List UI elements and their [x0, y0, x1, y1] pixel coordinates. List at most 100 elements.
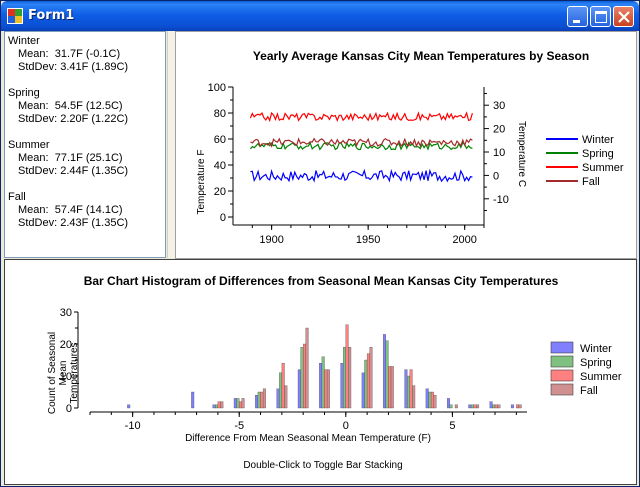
- y-tick-label: 0: [66, 403, 72, 415]
- stddev-row: StdDev: 2.44F (1.35C): [8, 165, 165, 178]
- histogram-chart: Bar Chart Histogram of Differences from …: [47, 274, 622, 471]
- chart-title: Yearly Average Kansas City Mean Temperat…: [253, 49, 589, 63]
- bar-winter: [191, 391, 195, 409]
- bar-summer: [473, 404, 477, 409]
- season-name: Fall: [8, 191, 26, 203]
- stats-listbox[interactable]: Winter Mean: 31.7F (-0.1C) StdDev: 3.41F…: [4, 31, 166, 258]
- bar-fall: [497, 404, 501, 409]
- stddev-label: StdDev:: [18, 61, 58, 73]
- splitter-bar[interactable]: [167, 31, 175, 258]
- bar-winter: [361, 372, 365, 409]
- y-axis-label-2: Mean: [58, 360, 69, 385]
- y-tick-label: 40: [214, 160, 226, 172]
- axes: 0 10 20 30 -10 -5 0 5: [60, 307, 527, 432]
- legend-swatch-summer: [550, 369, 574, 382]
- legend-swatch-fall: [550, 383, 574, 396]
- bar-winter: [383, 334, 386, 409]
- legend-label-fall: Fall: [582, 176, 600, 188]
- x-axis-label: Difference From Mean Seasonal Mean Tempe…: [185, 433, 431, 444]
- mean-label: Mean:: [18, 204, 49, 216]
- bar-summer: [345, 324, 349, 409]
- mean-row: Mean: 54.5F (12.5C): [8, 100, 165, 113]
- stddev-value: 2.44F (1.35C): [60, 165, 129, 177]
- legend-label-summer: Summer: [580, 371, 622, 383]
- mean-row: Mean: 57.4F (14.1C): [8, 204, 165, 217]
- bar-spring: [385, 340, 389, 409]
- mean-label: Mean:: [18, 48, 49, 60]
- plot-area: [249, 111, 473, 183]
- stats-group-summer: Summer Mean: 77.1F (25.1C) StdDev: 2.44F…: [8, 139, 165, 178]
- mean-label: Mean:: [18, 100, 49, 112]
- bar-spring: [407, 375, 410, 409]
- y2-tick-label: -10: [493, 194, 509, 206]
- title-bar[interactable]: Form1: [1, 1, 639, 31]
- stats-group-spring: Spring Mean: 54.5F (12.5C) StdDev: 2.20F…: [8, 87, 165, 126]
- season-name: Summer: [8, 139, 50, 151]
- season-name: Winter: [8, 35, 40, 47]
- x-tick-label: 1900: [259, 234, 283, 246]
- line-chart-panel[interactable]: Yearly Average Kansas City Mean Temperat…: [175, 31, 637, 259]
- bar-summer: [430, 391, 434, 409]
- stddev-value: 2.43F (1.35C): [60, 217, 129, 229]
- maximize-button[interactable]: [590, 6, 611, 27]
- x-tick-label: 2000: [452, 234, 476, 246]
- bar-winter: [447, 398, 450, 409]
- stddev-value: 3.41F (1.89C): [60, 61, 129, 73]
- close-button[interactable]: [613, 6, 634, 27]
- bar-fall: [369, 347, 373, 409]
- mean-value: 31.7F (-0.1C): [54, 48, 121, 60]
- season-name: Spring: [8, 87, 40, 99]
- bar-fall: [241, 398, 245, 409]
- y-axis-label-3: Temperatures: [69, 342, 80, 403]
- y-tick-label: 20: [214, 186, 226, 198]
- y-tick-label: 100: [208, 82, 226, 94]
- bar-spring: [300, 347, 304, 409]
- bar-spring: [321, 356, 325, 409]
- legend-swatch-spring: [550, 355, 574, 368]
- y-tick-label: 0: [220, 212, 226, 224]
- x-tick-label: -10: [125, 420, 141, 432]
- y2-tick-label: 10: [493, 147, 505, 159]
- y2-axis-label: Temperature C: [516, 121, 527, 187]
- bar-winter: [319, 363, 323, 409]
- y-tick-label: 80: [214, 108, 226, 120]
- bar-spring: [428, 391, 432, 409]
- mean-row: Mean: 77.1F (25.1C): [8, 152, 165, 165]
- minimize-icon: [573, 20, 580, 23]
- bar-fall: [433, 395, 437, 409]
- stats-group-winter: Winter Mean: 31.7F (-0.1C) StdDev: 3.41F…: [8, 35, 165, 74]
- stddev-row: StdDev: 2.20F (1.22C): [8, 113, 165, 126]
- bar-summer: [388, 366, 392, 409]
- bar-chart-panel[interactable]: Bar Chart Histogram of Differences from …: [4, 259, 637, 485]
- y-tick-label: 20: [60, 339, 72, 351]
- chart-title: Bar Chart Histogram of Differences from …: [84, 274, 559, 288]
- bar-spring: [470, 404, 474, 409]
- stddev-row: StdDev: 2.43F (1.35C): [8, 217, 165, 230]
- bar-winter: [233, 398, 237, 409]
- mean-value: 77.1F (25.1C): [54, 152, 123, 164]
- bar-fall: [390, 366, 394, 409]
- minimize-button[interactable]: [567, 6, 588, 27]
- bar-summer: [366, 353, 370, 409]
- bar-winter: [425, 388, 429, 409]
- series-line-fall: [250, 137, 473, 148]
- bar-fall: [326, 369, 330, 409]
- y-tick-label: 10: [60, 371, 72, 383]
- bar-summer: [217, 401, 221, 409]
- y-axis-label-1: Count of Seasonal: [47, 332, 58, 414]
- bar-spring: [364, 359, 368, 409]
- bar-fall: [412, 385, 416, 409]
- x-tick-label: -5: [234, 420, 244, 432]
- bar-winter: [255, 395, 259, 409]
- bar-summer: [303, 343, 306, 409]
- legend-swatch-winter: [550, 341, 574, 354]
- legend-label-spring: Spring: [582, 148, 614, 160]
- bar-winter: [276, 388, 280, 409]
- bar-fall: [454, 404, 458, 409]
- bar-winter: [468, 404, 472, 409]
- bar-spring: [257, 391, 261, 409]
- window-title: Form1: [28, 8, 75, 23]
- mean-value: 57.4F (14.1C): [54, 204, 123, 216]
- app-icon[interactable]: [7, 8, 23, 24]
